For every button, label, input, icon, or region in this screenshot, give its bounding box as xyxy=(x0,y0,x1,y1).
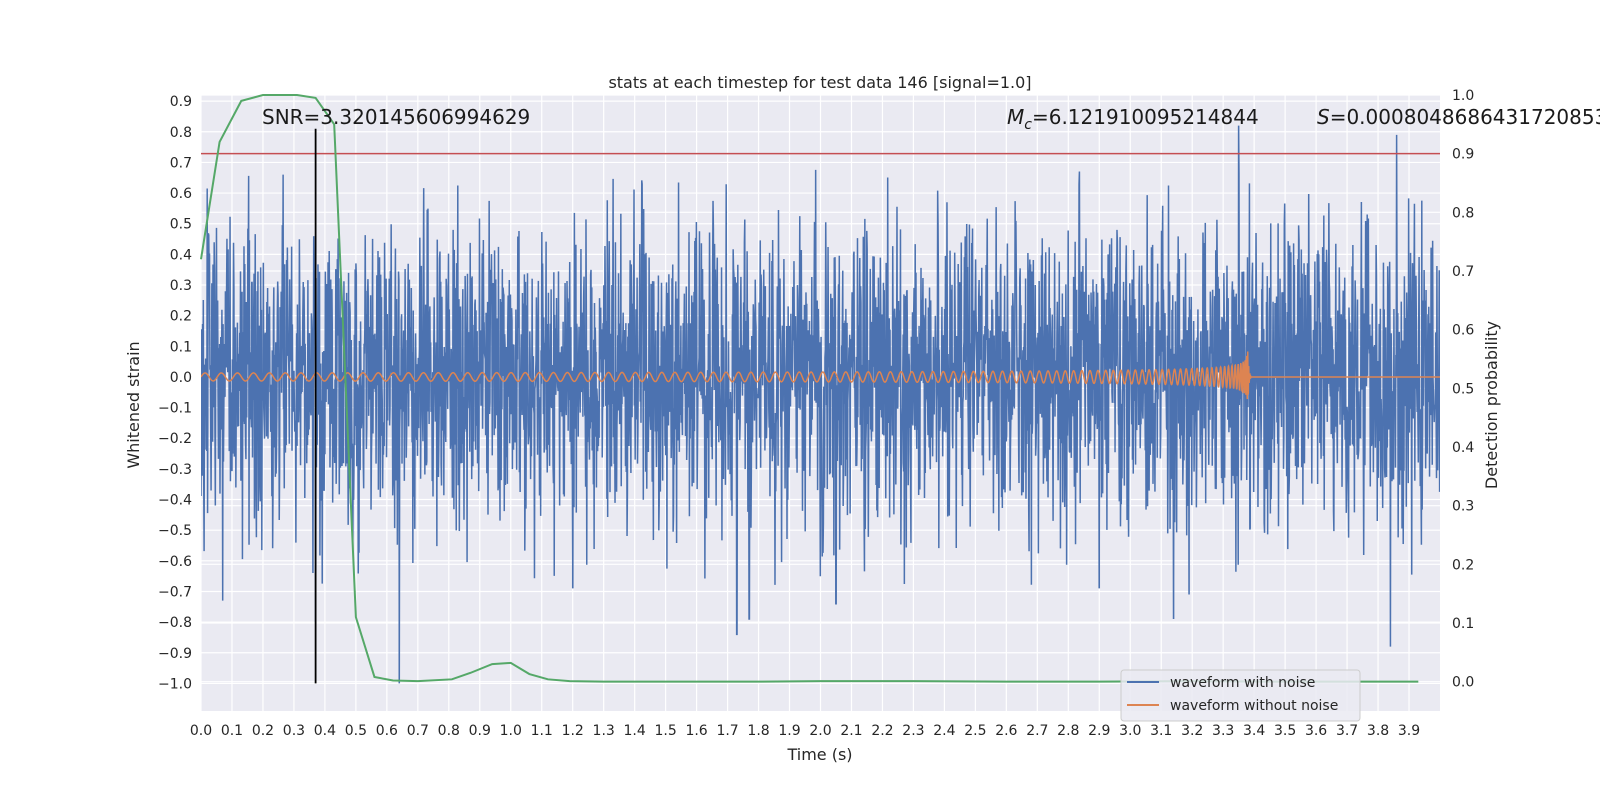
y-tick-label-2: 0.7 xyxy=(170,155,192,171)
s-symbol: S xyxy=(1317,105,1330,129)
x-tick-label-12: 1.2 xyxy=(562,723,584,739)
y-tick-label-4: 0.5 xyxy=(170,217,192,233)
x-tick-label-15: 1.5 xyxy=(654,723,676,739)
y-tick-label-7: 0.2 xyxy=(170,309,192,325)
x-tick-label-19: 1.9 xyxy=(778,723,800,739)
y2-tick-label-4: 0.6 xyxy=(1452,323,1474,339)
snr-annotation: SNR=3.320145606994629 xyxy=(262,105,530,129)
x-tick-label-9: 0.9 xyxy=(469,723,491,739)
y-tick-label-16: −0.7 xyxy=(158,584,192,600)
x-tick-label-14: 1.4 xyxy=(624,723,646,739)
y2-tick-label-10: 0.0 xyxy=(1452,675,1474,691)
y-tick-label-13: −0.4 xyxy=(158,493,192,509)
x-axis-ticks: 0.0 0.1 0.2 0.3 0.4 0.5 0.6 0.7 0.8 0.9 1.0 1.1 1.2 1… xyxy=(190,723,1420,739)
y-tick-label-3: 0.6 xyxy=(170,186,192,202)
x-tick-label-39: 3.9 xyxy=(1398,723,1420,739)
x-tick-label-21: 2.1 xyxy=(840,723,862,739)
x-tick-label-24: 2.4 xyxy=(933,723,955,739)
y-tick-label-19: −1.0 xyxy=(158,676,192,692)
x-tick-label-20: 2.0 xyxy=(809,723,831,739)
x-tick-label-32: 3.2 xyxy=(1181,723,1203,739)
x-tick-label-23: 2.3 xyxy=(902,723,924,739)
y-tick-label-11: −0.2 xyxy=(158,431,192,447)
legend-box xyxy=(1120,669,1361,722)
x-tick-label-33: 3.3 xyxy=(1212,723,1234,739)
series-layer xyxy=(201,125,1440,684)
y2-tick-label-3: 0.7 xyxy=(1452,264,1474,280)
overlay-layer xyxy=(200,94,1440,684)
x-tick-label-8: 0.8 xyxy=(438,723,460,739)
chirp-mass-subscript: c xyxy=(1024,117,1032,133)
series-detection-probability xyxy=(200,94,1419,683)
x-tick-label-26: 2.6 xyxy=(995,723,1017,739)
x-tick-label-17: 1.7 xyxy=(716,723,738,739)
y-tick-label-14: −0.5 xyxy=(158,523,192,539)
y2-tick-label-1: 0.9 xyxy=(1452,147,1474,163)
x-tick-label-29: 2.9 xyxy=(1088,723,1110,739)
legend-label-clean: waveform without noise xyxy=(1170,698,1338,714)
x-tick-label-28: 2.8 xyxy=(1057,723,1079,739)
x-axis-label: Time (s) xyxy=(786,745,852,764)
x-tick-label-34: 3.4 xyxy=(1243,723,1265,739)
x-tick-label-18: 1.8 xyxy=(747,723,769,739)
x-tick-label-0: 0.0 xyxy=(190,723,212,739)
x-tick-label-36: 3.6 xyxy=(1305,723,1327,739)
s-annotation: S=0.0008048686431720853 xyxy=(1317,105,1600,129)
y-tick-label-17: −0.8 xyxy=(158,615,192,631)
x-tick-label-5: 0.5 xyxy=(345,723,367,739)
series-waveform-without-noise xyxy=(201,351,1440,400)
y-tick-label-0: 0.9 xyxy=(170,94,192,110)
y2-axis-label: Detection probability xyxy=(1482,321,1501,489)
chirp-mass-annotation: Mc=6.121910095214844 xyxy=(1007,105,1259,133)
x-tick-label-37: 3.7 xyxy=(1336,723,1358,739)
legend-label-noise: waveform with noise xyxy=(1170,675,1315,691)
x-tick-label-22: 2.2 xyxy=(871,723,893,739)
y-tick-label-5: 0.4 xyxy=(170,247,192,263)
x-tick-label-38: 3.8 xyxy=(1367,723,1389,739)
x-tick-label-30: 3.0 xyxy=(1119,723,1141,739)
x-tick-label-3: 0.3 xyxy=(283,723,305,739)
y-tick-label-6: 0.3 xyxy=(170,278,192,294)
x-tick-label-10: 1.0 xyxy=(500,723,522,739)
y-axis-label: Whitened strain xyxy=(124,341,143,468)
y2-tick-label-8: 0.2 xyxy=(1452,557,1474,573)
x-tick-label-31: 3.1 xyxy=(1150,723,1172,739)
chirp-mass-symbol: M xyxy=(1007,105,1024,129)
x-tick-label-1: 0.1 xyxy=(221,723,243,739)
y2-tick-label-7: 0.3 xyxy=(1452,499,1474,515)
y2-tick-label-6: 0.4 xyxy=(1452,440,1474,456)
y-tick-label-15: −0.6 xyxy=(158,554,192,570)
chirp-mass-value: =6.121910095214844 xyxy=(1032,105,1259,129)
y2-tick-label-0: 1.0 xyxy=(1452,88,1474,104)
y-axis-ticks: 0.9 0.8 0.7 0.6 0.5 0.4 0.3 0.2 0.1 0.0 −0.1 −0.2 −0… xyxy=(158,94,192,692)
x-tick-label-6: 0.6 xyxy=(376,723,398,739)
x-tick-label-7: 0.7 xyxy=(407,723,429,739)
x-tick-label-2: 0.2 xyxy=(252,723,274,739)
y2-axis-ticks: 1.0 0.9 0.8 0.7 0.6 0.5 0.4 0.3 0.2 0.1 0.0 xyxy=(1452,88,1474,691)
y-tick-label-8: 0.1 xyxy=(170,339,192,355)
x-tick-label-27: 2.7 xyxy=(1026,723,1048,739)
y-tick-label-9: 0.0 xyxy=(170,370,192,386)
y2-tick-label-5: 0.5 xyxy=(1452,381,1474,397)
series-waveform-with-noise xyxy=(201,125,1440,684)
x-tick-label-13: 1.3 xyxy=(593,723,615,739)
x-tick-label-16: 1.6 xyxy=(685,723,707,739)
plot-clip-group xyxy=(201,125,1440,684)
y2-tick-label-2: 0.8 xyxy=(1452,205,1474,221)
x-tick-label-11: 1.1 xyxy=(531,723,553,739)
y-tick-label-10: −0.1 xyxy=(158,401,192,417)
s-value: =0.0008048686431720853 xyxy=(1330,105,1600,129)
y2-tick-label-9: 0.1 xyxy=(1452,616,1474,632)
x-tick-label-4: 0.4 xyxy=(314,723,336,739)
x-tick-label-25: 2.5 xyxy=(964,723,986,739)
y-tick-label-18: −0.9 xyxy=(158,646,192,662)
y-tick-label-1: 0.8 xyxy=(170,125,192,141)
y-tick-label-12: −0.3 xyxy=(158,462,192,478)
x-tick-label-35: 3.5 xyxy=(1274,723,1296,739)
chart-title: stats at each timestep for test data 146… xyxy=(608,73,1031,92)
legend: waveform with noise waveform without noi… xyxy=(1120,669,1361,722)
